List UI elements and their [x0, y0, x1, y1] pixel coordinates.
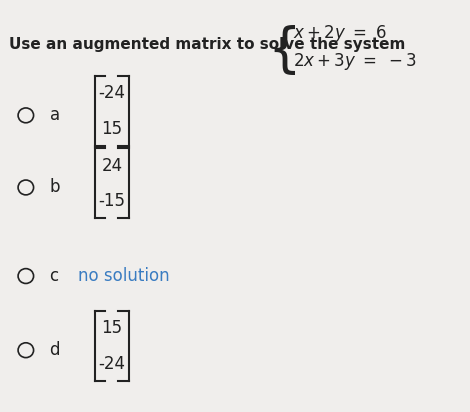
- Text: $x + 2y\ =\ 6$: $x + 2y\ =\ 6$: [293, 23, 386, 44]
- Text: 24: 24: [102, 157, 123, 175]
- Text: a: a: [49, 106, 60, 124]
- Text: -15: -15: [98, 192, 125, 210]
- Text: c: c: [49, 267, 59, 285]
- Text: $\{$: $\{$: [267, 23, 296, 77]
- Text: 15: 15: [102, 319, 123, 337]
- Text: -24: -24: [98, 355, 125, 373]
- Text: $2x + 3y\ =\ -3$: $2x + 3y\ =\ -3$: [293, 52, 417, 73]
- Text: b: b: [49, 178, 60, 197]
- Text: 15: 15: [102, 120, 123, 138]
- Text: Use an augmented matrix to solve the system: Use an augmented matrix to solve the sys…: [8, 37, 405, 52]
- Text: no solution: no solution: [78, 267, 169, 285]
- Text: d: d: [49, 341, 60, 359]
- Text: -24: -24: [98, 84, 125, 103]
